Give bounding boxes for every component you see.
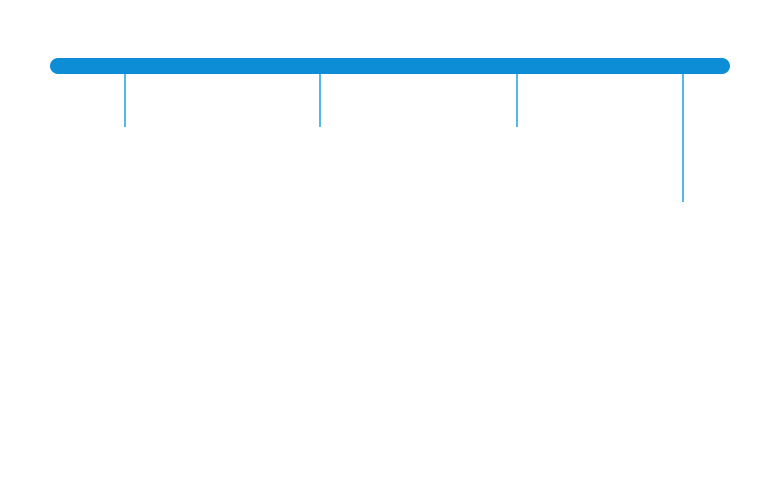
network-diagram: [0, 0, 780, 500]
lan-bar: [50, 58, 730, 74]
